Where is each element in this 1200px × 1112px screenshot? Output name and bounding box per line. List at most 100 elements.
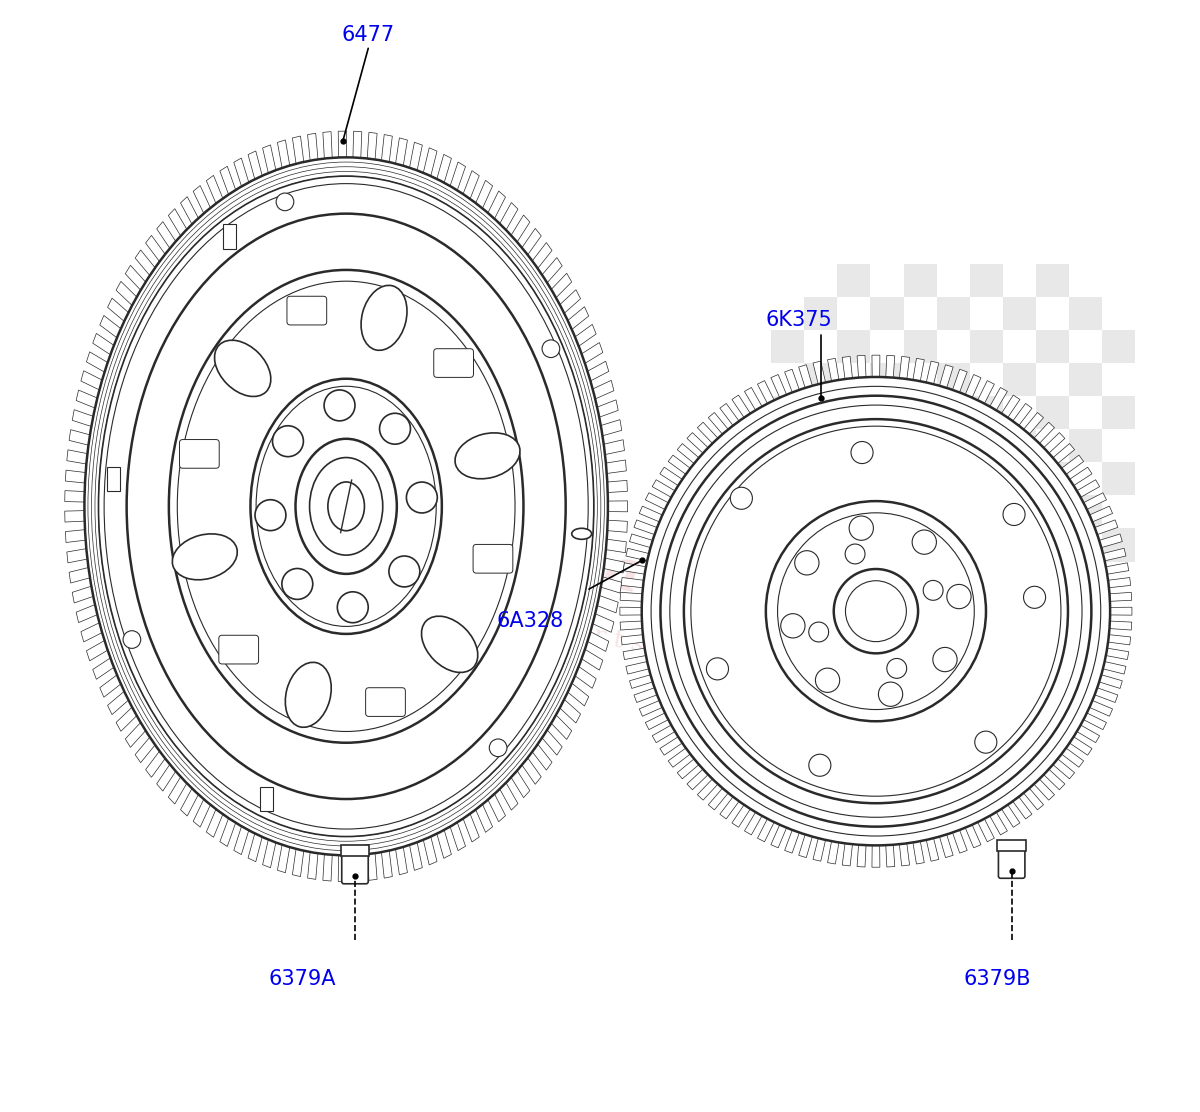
Bar [772, 330, 804, 363]
Polygon shape [582, 649, 602, 671]
Bar [1036, 396, 1069, 429]
Polygon shape [568, 307, 589, 329]
Polygon shape [1103, 548, 1126, 560]
Polygon shape [1062, 748, 1084, 767]
Polygon shape [604, 558, 624, 573]
Polygon shape [463, 170, 479, 199]
Polygon shape [136, 737, 155, 763]
Polygon shape [367, 132, 377, 159]
Polygon shape [842, 843, 852, 866]
Bar [904, 396, 937, 429]
Polygon shape [660, 737, 683, 755]
Polygon shape [437, 830, 451, 858]
Polygon shape [125, 723, 145, 747]
Polygon shape [193, 800, 210, 827]
Polygon shape [263, 840, 276, 867]
Polygon shape [108, 298, 128, 321]
Polygon shape [899, 843, 910, 866]
Bar [1036, 463, 1069, 495]
Circle shape [1024, 586, 1045, 608]
Polygon shape [785, 830, 799, 853]
Bar [937, 363, 970, 396]
Polygon shape [588, 361, 608, 381]
Polygon shape [67, 450, 88, 464]
Polygon shape [424, 148, 437, 176]
Polygon shape [601, 577, 622, 593]
Polygon shape [814, 838, 826, 861]
Polygon shape [757, 818, 774, 842]
Polygon shape [323, 854, 332, 881]
Polygon shape [551, 715, 571, 739]
Polygon shape [1106, 563, 1129, 574]
Polygon shape [157, 764, 175, 791]
Polygon shape [353, 131, 361, 158]
Polygon shape [475, 804, 493, 832]
Bar [1036, 330, 1069, 363]
Polygon shape [65, 490, 85, 502]
Polygon shape [785, 369, 799, 393]
Polygon shape [799, 834, 812, 857]
Polygon shape [157, 221, 175, 248]
Bar [1003, 562, 1036, 595]
Polygon shape [1062, 455, 1084, 475]
Bar [838, 330, 870, 363]
Polygon shape [608, 500, 628, 512]
Polygon shape [604, 439, 624, 455]
Polygon shape [634, 687, 658, 703]
Polygon shape [732, 805, 750, 827]
Circle shape [887, 658, 907, 678]
Bar [1003, 495, 1036, 528]
FancyBboxPatch shape [218, 635, 258, 664]
Polygon shape [92, 334, 114, 355]
Circle shape [974, 731, 997, 753]
Circle shape [845, 544, 865, 564]
Polygon shape [1013, 797, 1032, 818]
Polygon shape [67, 548, 88, 563]
Ellipse shape [310, 457, 383, 555]
Polygon shape [593, 614, 614, 633]
Polygon shape [116, 281, 137, 306]
Ellipse shape [256, 499, 286, 530]
Polygon shape [660, 467, 683, 486]
Polygon shape [606, 539, 626, 553]
Ellipse shape [389, 556, 420, 587]
Bar [904, 330, 937, 363]
Polygon shape [1084, 713, 1106, 729]
Polygon shape [450, 822, 466, 851]
Polygon shape [382, 135, 392, 162]
FancyBboxPatch shape [342, 853, 368, 884]
Polygon shape [193, 186, 210, 214]
Polygon shape [990, 387, 1007, 410]
Polygon shape [206, 176, 223, 203]
Circle shape [794, 550, 818, 575]
Polygon shape [857, 845, 866, 867]
Ellipse shape [379, 414, 410, 444]
Polygon shape [80, 623, 102, 642]
Polygon shape [630, 675, 653, 688]
Text: soldoria: soldoria [377, 495, 647, 606]
Text: c a r   p a r t s: c a r p a r t s [466, 598, 646, 657]
Circle shape [809, 622, 829, 642]
Ellipse shape [328, 481, 365, 530]
Ellipse shape [127, 214, 565, 800]
Polygon shape [180, 788, 198, 816]
Polygon shape [872, 845, 880, 867]
Polygon shape [601, 419, 622, 436]
Polygon shape [86, 351, 108, 373]
Bar [838, 528, 870, 562]
Bar [904, 264, 937, 297]
Polygon shape [770, 375, 787, 398]
Ellipse shape [421, 616, 478, 673]
Text: 6A328: 6A328 [497, 612, 564, 632]
Bar [804, 429, 838, 463]
Circle shape [912, 530, 936, 554]
Bar [970, 330, 1003, 363]
Polygon shape [1034, 423, 1055, 444]
Polygon shape [76, 605, 97, 623]
Polygon shape [125, 266, 145, 290]
Polygon shape [499, 202, 518, 230]
Polygon shape [1110, 607, 1132, 615]
Circle shape [851, 441, 874, 464]
Polygon shape [626, 662, 649, 674]
Polygon shape [770, 825, 787, 847]
